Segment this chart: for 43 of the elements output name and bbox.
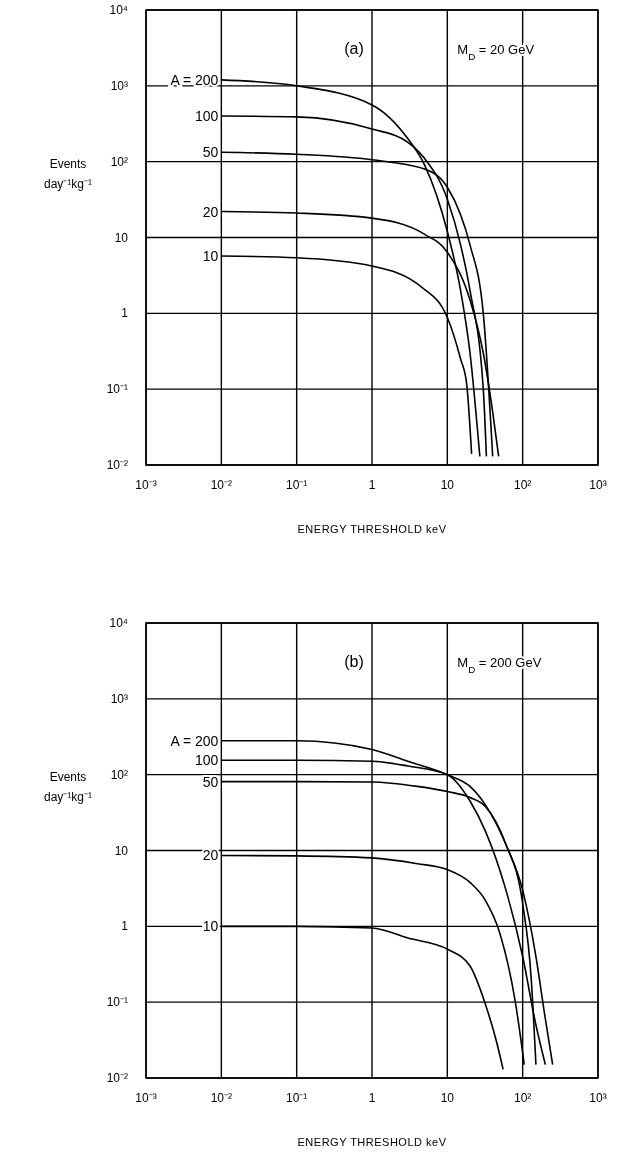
y-tick-label: 10 [114,843,129,858]
y-tick-label: 1 [121,919,129,934]
x-tick-label: 1 [368,1091,376,1105]
series-label: 20 [202,847,219,864]
series-label: A = 200 [170,71,219,88]
annotation: (a) [344,40,364,57]
x-tick-label: 10³ [589,478,607,492]
series-label: 10 [202,248,219,265]
y-tick-label: 10³ [110,78,128,93]
x-tick-label: 10 [440,1091,455,1105]
x-tick-label: 10⁻² [210,1091,233,1105]
series-label: 20 [202,203,219,220]
y-tick-label: 10⁻² [106,458,128,472]
x-tick-label: 10³ [589,1091,607,1105]
x-tick-label: 10⁻³ [135,478,157,492]
x-tick-label: 10⁻³ [135,1091,157,1105]
x-tick-label: 10⁻¹ [285,1091,308,1105]
x-axis-title: ENERGY THRESHOLD keV [297,523,447,535]
y-axis-title: Events day⁻¹kg⁻¹ [43,769,93,804]
x-tick-label: 10² [513,478,532,492]
y-tick-label: 1 [121,306,129,321]
x-tick-label: 1 [368,478,376,492]
annotation: (b) [344,653,364,670]
y-tick-label: 10² [110,154,128,169]
y-tick-label: 10⁻¹ [106,995,128,1010]
series-label: A = 200 [170,732,219,749]
y-axis-title: Events day⁻¹kg⁻¹ [43,156,93,191]
y-tick-label: 10³ [110,691,128,706]
series-label: 50 [202,144,219,161]
y-tick-label: 10⁻¹ [106,382,128,397]
x-tick-label: 10⁻¹ [285,478,308,492]
y-tick-label: 10⁴ [109,616,128,630]
x-tick-label: 10⁻² [210,478,233,492]
x-tick-label: 10 [440,478,455,492]
y-tick-label: 10⁴ [109,3,128,17]
y-tick-label: 10 [114,230,129,245]
series-label: 100 [194,752,219,769]
series-label: 100 [194,108,219,125]
series-label: 50 [202,773,219,790]
y-tick-label: 10⁻² [106,1071,128,1085]
y-tick-label: 10² [110,767,128,782]
x-tick-label: 10² [513,1091,532,1105]
x-axis-title: ENERGY THRESHOLD keV [297,1136,447,1148]
